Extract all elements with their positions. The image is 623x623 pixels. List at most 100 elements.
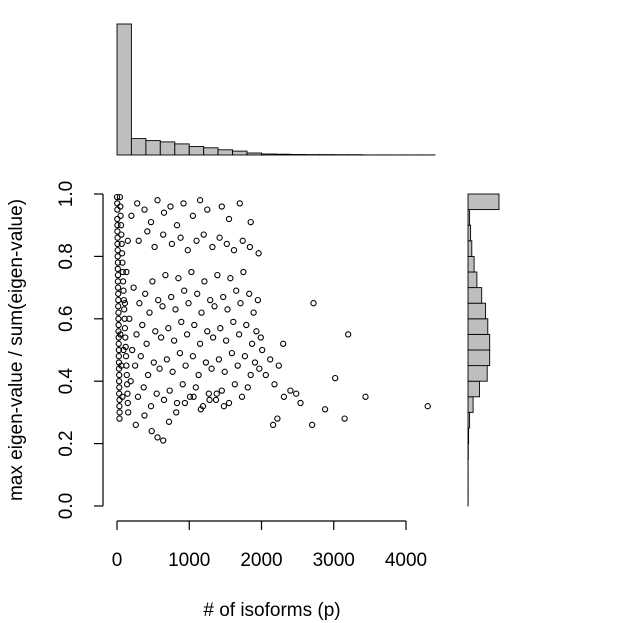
data-point [202, 359, 210, 366]
data-point [168, 240, 176, 248]
histogram-bar [232, 150, 248, 156]
data-point [196, 197, 204, 204]
data-point [247, 371, 254, 379]
data-point [424, 403, 431, 410]
data-point [119, 259, 126, 266]
data-point [207, 296, 214, 304]
data-point [178, 318, 185, 326]
data-point [168, 293, 175, 301]
data-point [253, 328, 260, 335]
data-point [192, 384, 199, 391]
histogram-bar [261, 153, 277, 156]
data-point [172, 306, 179, 313]
data-point [160, 231, 167, 238]
data-point [115, 296, 122, 304]
histogram-bar [116, 23, 132, 156]
right-marginal-histogram [467, 193, 500, 507]
data-point [231, 381, 238, 388]
data-point [213, 390, 220, 397]
data-point [224, 306, 231, 313]
data-point [235, 331, 243, 338]
histogram-bar [275, 153, 291, 156]
data-point [247, 218, 254, 226]
histogram-bar [203, 147, 219, 156]
data-point [167, 203, 174, 210]
data-point [114, 271, 122, 279]
data-point [280, 340, 287, 347]
data-point [162, 271, 169, 279]
data-point [116, 415, 123, 422]
data-point [257, 334, 264, 341]
data-point [118, 240, 125, 248]
data-point [151, 243, 158, 251]
data-point [246, 290, 253, 297]
data-point [267, 356, 274, 363]
data-point [180, 200, 187, 207]
data-point [122, 334, 129, 341]
data-point [297, 399, 304, 407]
data-point [144, 228, 151, 235]
histogram-bar [467, 193, 500, 211]
main-scatter-panel: 0 1000 2000 3000 4000 0.0 0.2 0.4 0.6 0.8 1.0 [56, 181, 431, 571]
data-point [274, 415, 281, 422]
data-point [262, 371, 269, 379]
data-point [124, 237, 131, 244]
data-point [189, 353, 197, 360]
data-point [332, 374, 339, 382]
data-point [155, 296, 162, 304]
data-point [308, 421, 316, 429]
y-axis: 0.0 0.2 0.4 0.6 0.8 1.0 [56, 181, 104, 519]
data-point [116, 403, 123, 410]
data-point [293, 390, 300, 397]
data-point [223, 240, 230, 248]
data-point [165, 418, 173, 425]
data-point [128, 212, 135, 219]
data-point [125, 409, 132, 416]
data-point [114, 240, 121, 248]
data-point [275, 362, 282, 369]
data-point [115, 378, 123, 385]
top-marginal-histogram [116, 23, 436, 156]
data-point [129, 346, 136, 354]
histogram-bar [467, 209, 471, 226]
data-point [173, 399, 181, 407]
data-point [114, 228, 121, 235]
data-point [117, 222, 125, 229]
data-point [341, 415, 348, 422]
data-point [197, 406, 204, 413]
data-point [176, 349, 184, 357]
data-point [269, 421, 277, 429]
data-point [123, 362, 130, 369]
data-point [132, 421, 139, 429]
data-point [184, 247, 191, 254]
data-point [150, 359, 157, 366]
data-point [200, 231, 207, 238]
data-point [195, 371, 202, 379]
data-point [154, 197, 161, 204]
data-point [116, 371, 123, 379]
histogram-bar [467, 318, 489, 335]
data-point [205, 390, 212, 397]
data-point [135, 237, 142, 244]
data-point [198, 309, 205, 316]
x-axis: 0 1000 2000 3000 4000 [112, 520, 427, 571]
data-point [163, 356, 171, 363]
data-point [222, 337, 230, 344]
data-point [196, 340, 204, 347]
data-point [225, 215, 233, 223]
data-point [238, 393, 246, 400]
data-point [173, 409, 180, 416]
x-ticks: 0 1000 2000 3000 4000 [112, 521, 427, 571]
data-point [166, 387, 173, 394]
data-point [130, 284, 137, 291]
scatter-points [113, 193, 431, 444]
data-point [237, 300, 244, 307]
data-point [118, 250, 126, 257]
data-point [221, 368, 228, 375]
data-point [121, 306, 128, 313]
data-point [208, 365, 215, 372]
data-point [280, 393, 288, 400]
data-point [173, 222, 181, 229]
data-point [143, 340, 150, 347]
data-point [230, 318, 237, 326]
